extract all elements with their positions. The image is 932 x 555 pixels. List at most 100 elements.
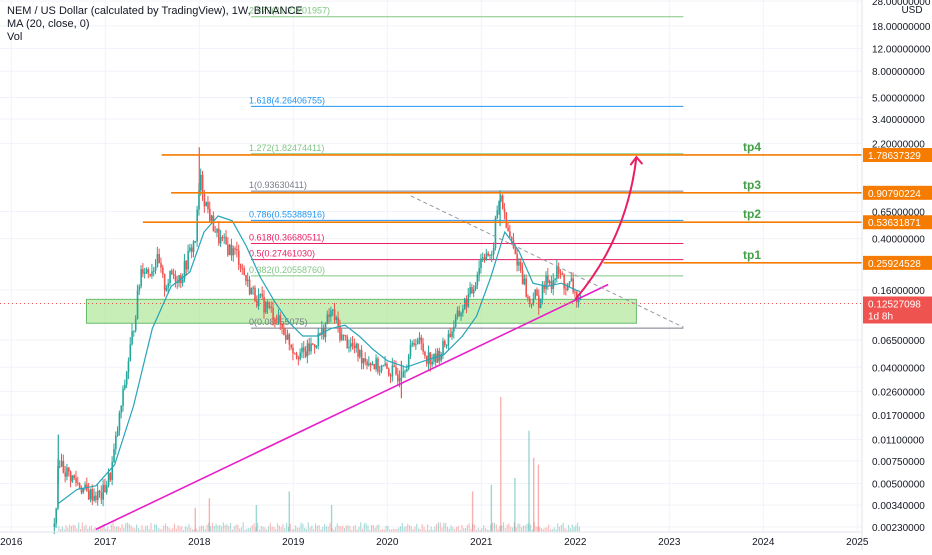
candle-body xyxy=(440,354,443,361)
candle-body xyxy=(543,284,546,290)
volume-bar xyxy=(123,527,125,532)
volume-bar xyxy=(110,524,112,532)
volume-bar xyxy=(69,524,71,532)
symbol-title[interactable]: NEM / US Dollar (calculated by TradingVi… xyxy=(7,5,303,17)
volume-bar xyxy=(569,528,571,532)
candle-body xyxy=(209,209,211,222)
candle-body xyxy=(527,296,529,299)
volume-bar xyxy=(533,522,535,532)
candle-body xyxy=(556,266,558,279)
candle-body xyxy=(107,473,110,486)
candle-body xyxy=(160,263,162,268)
volume-indicator-label[interactable]: Vol xyxy=(7,31,23,43)
volume-bar xyxy=(117,526,120,532)
volume-bar xyxy=(168,527,170,532)
volume-bar xyxy=(492,522,494,532)
volume-bar xyxy=(143,529,145,532)
candle-body xyxy=(167,283,170,288)
candle-body xyxy=(548,281,551,283)
candle-body xyxy=(239,264,242,269)
volume-bar xyxy=(405,526,407,532)
volume-bar xyxy=(121,524,123,532)
candle-body xyxy=(279,315,282,325)
time-axis[interactable]: 2016 2017 2018 2019 2020 2021 2022 2023 2024 2025 xyxy=(0,531,869,548)
candle-body xyxy=(89,489,92,500)
volume-bar xyxy=(305,528,308,532)
candle-body xyxy=(100,492,103,500)
volume-bar xyxy=(354,525,356,532)
price-tick-label-17: 0.00340000 xyxy=(872,501,925,512)
volume-bar xyxy=(546,527,548,532)
volume-bar xyxy=(575,525,577,532)
volume-bar xyxy=(347,525,349,532)
volume-bar xyxy=(495,524,497,532)
volume-spike-2 xyxy=(532,457,535,532)
volume-bar xyxy=(475,529,477,532)
candle-body xyxy=(248,279,251,295)
candle-body xyxy=(371,364,374,366)
volume-bar xyxy=(403,527,405,532)
volume-bar xyxy=(383,529,385,532)
volume-bar xyxy=(434,526,436,532)
volume-bar xyxy=(490,524,492,532)
candle-body xyxy=(492,248,495,255)
candle-body xyxy=(283,327,285,336)
candle-body xyxy=(415,344,417,346)
volume-bar xyxy=(380,529,382,532)
candle-body xyxy=(369,363,372,366)
volume-bar xyxy=(233,526,235,532)
volume-bar xyxy=(126,522,129,532)
volume-bar xyxy=(278,525,280,532)
volume-bar xyxy=(416,523,418,532)
volume-bar xyxy=(300,522,302,532)
time-tick-label-8: 2024 xyxy=(752,537,775,548)
candle-body xyxy=(198,190,200,210)
volume-bar xyxy=(253,523,255,532)
candle-body xyxy=(474,285,477,290)
volume-bar xyxy=(519,523,521,532)
volume-bar xyxy=(275,528,277,532)
candle-body xyxy=(444,341,446,346)
candle-body xyxy=(532,298,535,304)
volume-bar xyxy=(439,522,441,532)
volume-bar xyxy=(483,525,485,532)
volume-bar xyxy=(369,529,371,532)
price-tick-label-3: 8.00000000 xyxy=(872,67,925,78)
volume-bar xyxy=(154,524,156,532)
candle-body xyxy=(73,475,76,478)
volume-bar xyxy=(394,529,396,532)
volume-bar xyxy=(108,529,110,532)
candle-body xyxy=(207,202,209,210)
candle-body xyxy=(230,244,233,256)
price-tick-label-7: 0.65000000 xyxy=(872,207,925,218)
volume-bar xyxy=(210,526,212,532)
candle-body xyxy=(303,347,305,352)
candle-body xyxy=(498,201,500,211)
candle-body xyxy=(181,279,184,284)
volume-bar xyxy=(183,529,185,532)
volume-spike-3 xyxy=(514,478,516,532)
volume-bar xyxy=(334,527,336,532)
volume-bar xyxy=(130,525,132,532)
candle-body xyxy=(145,269,148,273)
volume-bar xyxy=(70,526,73,532)
candle-body xyxy=(442,341,444,355)
volume-bar xyxy=(398,527,400,532)
volume-bar xyxy=(211,522,214,532)
candle-body xyxy=(254,287,256,301)
target-label-tp2: tp2 xyxy=(743,207,761,221)
volume-spike-1 xyxy=(528,430,530,532)
target-label-tp4: tp4 xyxy=(743,140,761,154)
candle-body xyxy=(507,227,509,232)
candle-body xyxy=(247,279,249,282)
volume-bar xyxy=(385,526,387,532)
ma-indicator-label[interactable]: MA (20, close, 0) xyxy=(7,18,90,30)
trendlines xyxy=(95,195,684,531)
volume-bar xyxy=(128,524,130,532)
volume-bar xyxy=(345,525,347,532)
volume-bar xyxy=(513,522,515,532)
candle-body xyxy=(391,365,394,377)
